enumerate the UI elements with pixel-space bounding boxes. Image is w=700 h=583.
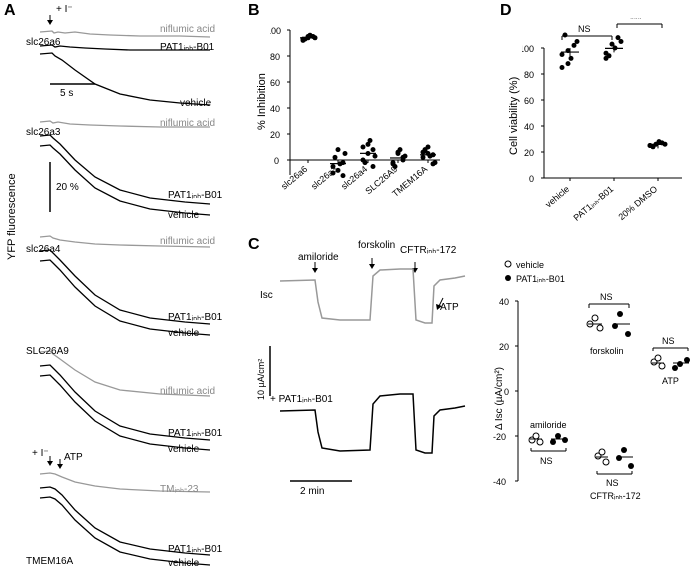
a1-vehicle: vehicle — [180, 98, 211, 109]
c-plus-pat1: + PAT1ᵢₙₕ-B01 — [270, 394, 333, 405]
a2-name: slc26a3 — [26, 127, 60, 138]
svg-text:ATP: ATP — [662, 376, 679, 386]
a3-vehicle: vehicle — [168, 328, 199, 339]
a4-niflumic: niflumic acid — [160, 386, 215, 397]
svg-text:-40: -40 — [493, 477, 506, 487]
atp-label: ATP — [64, 452, 83, 463]
scale-20pct: 20 % — [56, 182, 79, 193]
panel-c-scatter: vehicle PAT1ᵢₙₕ-B01 40 20 0 -20 -40 NS f… — [490, 256, 700, 506]
svg-text:forskolin: forskolin — [590, 346, 624, 356]
svg-text:PAT1ᵢₙₕ-B01: PAT1ᵢₙₕ-B01 — [516, 274, 565, 284]
svg-text:vehicle: vehicle — [543, 184, 571, 210]
a2-niflumic: niflumic acid — [160, 118, 215, 129]
svg-text:vehicle: vehicle — [516, 260, 544, 270]
svg-text:NS: NS — [662, 336, 675, 346]
panel-b-label: B — [248, 2, 260, 20]
svg-text:***: *** — [630, 18, 642, 25]
svg-text:NS: NS — [578, 24, 591, 34]
c-scale-x: 2 min — [300, 486, 324, 497]
svg-text:100: 100 — [522, 44, 534, 54]
svg-text:PAT1ᵢₙₕ-B01: PAT1ᵢₙₕ-B01 — [571, 184, 615, 223]
svg-text:NS: NS — [600, 292, 613, 302]
svg-text:60: 60 — [524, 96, 534, 106]
svg-text:amiloride: amiloride — [530, 420, 567, 430]
c-scale-y: 10 µA/cm² — [256, 359, 266, 400]
a1-name: slc26a6 — [26, 37, 60, 48]
svg-text:100: 100 — [270, 26, 281, 36]
a5-vehicle: vehicle — [168, 558, 199, 569]
svg-text:40: 40 — [499, 297, 509, 307]
a4-vehicle: vehicle — [168, 444, 199, 455]
svg-text:80: 80 — [524, 70, 534, 80]
panel-c-label: C — [248, 236, 260, 254]
svg-text:80: 80 — [270, 52, 280, 62]
svg-text:40: 40 — [524, 122, 534, 132]
a4-pat1: PAT1ᵢₙₕ-B01 — [168, 428, 222, 439]
svg-text:40: 40 — [270, 104, 280, 114]
svg-text:20: 20 — [270, 130, 280, 140]
svg-text:NS: NS — [540, 456, 553, 466]
panel-d-yaxis: Cell viability (%) — [508, 77, 520, 155]
svg-text:-20: -20 — [493, 432, 506, 442]
panel-a-label: A — [4, 2, 16, 20]
c-scatter-yaxis: Δ Isc (µA/cm²) — [494, 367, 505, 430]
a4-name: SLC26A9 — [26, 346, 69, 357]
c-forskolin: forskolin — [358, 240, 395, 251]
svg-text:20: 20 — [524, 148, 534, 158]
panel-a-traces — [20, 12, 240, 572]
svg-text:20% DMSO: 20% DMSO — [616, 184, 659, 222]
panel-d-chart: 0 20 40 60 80 100 vehicle PAT1ᵢₙₕ-B01 20… — [522, 18, 697, 233]
scale-5s: 5 s — [60, 88, 73, 99]
a5-tminh: TMᵢₙₕ-23 — [160, 484, 199, 495]
panel-a-yaxis: YFP fluorescence — [6, 173, 18, 260]
panel-b-chart: 0 20 40 60 80 100 slc26a6 slc26a3 slc26a… — [270, 20, 445, 220]
panel-c-traces — [260, 256, 480, 576]
iodide-label2: + I⁻ — [32, 448, 49, 459]
svg-text:slc26a6: slc26a6 — [279, 164, 309, 192]
panel-d-label: D — [500, 2, 512, 20]
a3-niflumic: niflumic acid — [160, 236, 215, 247]
svg-text:0: 0 — [274, 156, 279, 166]
a3-pat1: PAT1ᵢₙₕ-B01 — [168, 312, 222, 323]
a5-name: TMEM16A — [26, 556, 73, 567]
a1-pat1: PAT1ᵢₙₕ-B01 — [160, 42, 214, 53]
a2-vehicle: vehicle — [168, 210, 199, 221]
a2-pat1: PAT1ᵢₙₕ-B01 — [168, 190, 222, 201]
a1-niflumic: niflumic acid — [160, 24, 215, 35]
a5-pat1: PAT1ᵢₙₕ-B01 — [168, 544, 222, 555]
svg-text:CFTRᵢₙₕ-172: CFTRᵢₙₕ-172 — [590, 491, 641, 501]
a3-name: slc26a4 — [26, 244, 60, 255]
svg-text:0: 0 — [529, 174, 534, 184]
svg-text:20: 20 — [499, 342, 509, 352]
svg-text:60: 60 — [270, 78, 280, 88]
svg-text:NS: NS — [606, 478, 619, 488]
panel-b-yaxis: % Inhibition — [256, 73, 268, 130]
c-cftrinh: CFTRᵢₙₕ-172 — [400, 245, 456, 256]
